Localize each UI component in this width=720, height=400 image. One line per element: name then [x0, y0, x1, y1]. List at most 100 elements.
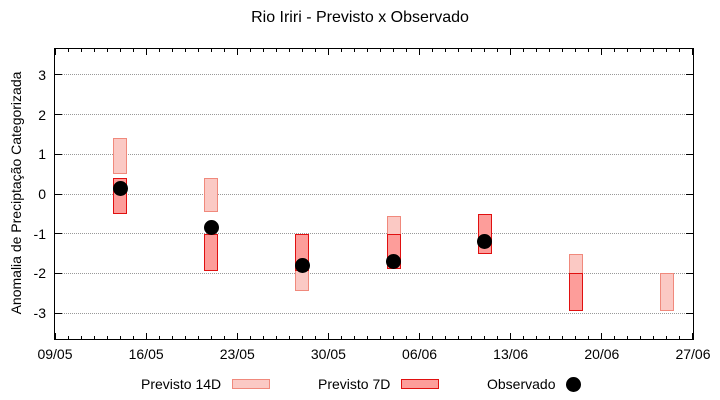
gridline — [55, 114, 693, 116]
x-minor-tick-mark — [67, 336, 69, 339]
x-major-tick-mark — [145, 49, 147, 55]
x-minor-tick-mark — [275, 49, 277, 52]
y-tick-mark — [686, 74, 693, 76]
x-minor-tick-mark — [497, 336, 499, 339]
x-tick-label: 27/06 — [675, 346, 711, 362]
y-tick-mark — [686, 312, 693, 314]
x-minor-tick-mark — [627, 336, 629, 339]
y-tick-mark — [55, 74, 62, 76]
x-major-tick-mark — [236, 49, 238, 55]
x-minor-tick-mark — [158, 49, 160, 52]
x-minor-tick-mark — [679, 49, 681, 52]
x-minor-tick-mark — [393, 336, 395, 339]
x-tick-label: 13/06 — [493, 346, 529, 362]
x-minor-tick-mark — [380, 49, 381, 52]
x-minor-tick-mark — [210, 49, 212, 52]
x-minor-tick-mark — [484, 336, 486, 339]
x-minor-tick-mark — [262, 49, 264, 52]
legend-label-previsto-14d: Previsto 14D — [141, 376, 222, 392]
y-tick-label: -1 — [33, 225, 46, 242]
x-minor-tick-mark — [158, 336, 160, 339]
previsto-14d-swatch-icon — [232, 379, 271, 389]
x-minor-tick-mark — [275, 336, 277, 339]
x-minor-tick-mark — [653, 336, 655, 339]
x-minor-tick-mark — [67, 49, 69, 52]
x-minor-tick-mark — [393, 49, 395, 52]
x-minor-tick-mark — [106, 49, 108, 52]
x-major-tick-mark — [327, 333, 329, 339]
bar-previsto-14d — [659, 273, 674, 312]
x-minor-tick-mark — [588, 336, 590, 339]
gridline — [55, 272, 693, 274]
gridline — [55, 74, 693, 76]
x-major-tick-mark — [145, 333, 147, 339]
y-tick-label: 3 — [38, 66, 46, 83]
x-minor-tick-mark — [445, 49, 447, 52]
x-minor-tick-mark — [653, 49, 655, 52]
x-minor-tick-mark — [471, 49, 473, 52]
y-tick-label: 0 — [38, 186, 46, 202]
bar-previsto-7d — [204, 233, 219, 272]
observado-dot — [112, 180, 128, 196]
x-minor-tick-mark — [575, 336, 577, 339]
x-minor-tick-mark — [536, 49, 538, 52]
x-minor-tick-mark — [210, 336, 212, 339]
x-minor-tick-mark — [445, 336, 447, 339]
x-minor-tick-mark — [132, 336, 134, 339]
x-minor-tick-mark — [93, 336, 95, 339]
x-minor-tick-mark — [523, 336, 525, 339]
bar-previsto-7d — [568, 273, 583, 312]
legend-item-observado: Observado — [487, 371, 582, 397]
x-minor-tick-mark — [432, 336, 434, 339]
x-minor-tick-mark — [588, 49, 590, 52]
x-minor-tick-mark — [171, 336, 173, 339]
x-minor-tick-mark — [353, 49, 355, 52]
x-minor-tick-mark — [549, 336, 551, 339]
x-minor-tick-mark — [288, 49, 290, 52]
x-minor-tick-mark — [80, 49, 82, 52]
x-minor-tick-mark — [627, 49, 629, 52]
x-minor-tick-mark — [640, 49, 642, 52]
x-major-tick-mark — [55, 333, 56, 339]
x-minor-tick-mark — [106, 336, 108, 339]
x-minor-tick-mark — [458, 49, 460, 52]
y-tick-mark — [55, 272, 62, 274]
gridline — [55, 193, 693, 195]
x-minor-tick-mark — [197, 336, 199, 339]
y-tick-label: -2 — [33, 265, 46, 282]
x-minor-tick-mark — [314, 336, 316, 339]
x-minor-tick-mark — [288, 336, 290, 339]
x-minor-tick-mark — [536, 336, 538, 339]
y-tick-mark — [55, 193, 62, 195]
x-major-tick-mark — [419, 49, 421, 55]
y-tick-mark — [686, 272, 693, 274]
x-minor-tick-mark — [249, 336, 251, 339]
x-minor-tick-mark — [562, 336, 564, 339]
x-major-tick-mark — [510, 333, 512, 339]
x-tick-label: 23/05 — [219, 346, 255, 362]
x-major-tick-mark — [327, 49, 329, 55]
y-tick-label: -3 — [33, 305, 46, 322]
y-tick-mark — [686, 233, 693, 235]
x-major-tick-mark — [601, 333, 603, 339]
x-minor-tick-mark — [197, 49, 199, 52]
x-minor-tick-mark — [249, 49, 251, 52]
x-minor-tick-mark — [119, 336, 121, 339]
legend-label-observado: Observado — [487, 376, 556, 392]
x-minor-tick-mark — [353, 336, 355, 339]
y-tick-mark — [55, 153, 62, 155]
x-minor-tick-mark — [666, 336, 668, 339]
bar-previsto-14d — [204, 178, 219, 212]
x-minor-tick-mark — [406, 49, 408, 52]
x-minor-tick-mark — [471, 336, 473, 339]
x-minor-tick-mark — [119, 49, 121, 52]
x-minor-tick-mark — [523, 49, 525, 52]
x-major-tick-mark — [692, 333, 693, 339]
x-minor-tick-mark — [262, 336, 264, 339]
x-minor-tick-mark — [301, 49, 303, 52]
y-tick-mark — [55, 233, 62, 235]
y-tick-label: 1 — [38, 146, 46, 163]
y-tick-label: 2 — [38, 106, 46, 123]
x-major-tick-mark — [419, 333, 421, 339]
